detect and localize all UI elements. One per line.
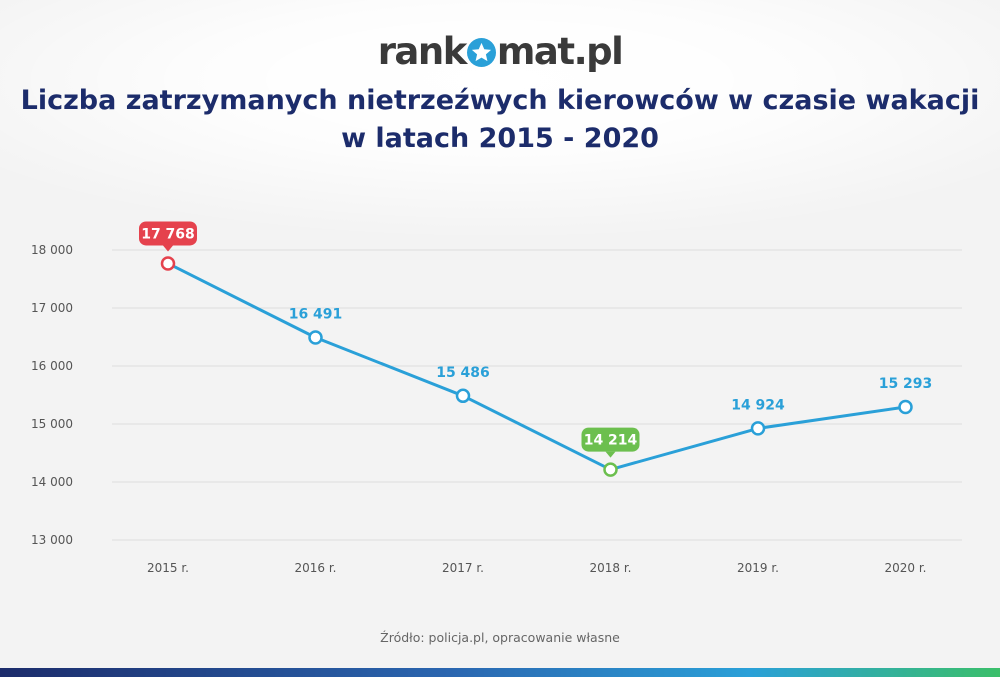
data-point [750, 421, 766, 436]
logo-text-start: rank [377, 30, 468, 73]
y-tick-label: 18 000 [31, 243, 73, 257]
x-tick-label: 2020 r. [885, 561, 927, 575]
x-tick-label: 2016 r. [295, 561, 337, 575]
x-tick-label: 2019 r. [737, 561, 779, 575]
logo-text-end: mat.pl [496, 30, 624, 73]
y-tick-label: 14 000 [31, 475, 73, 489]
data-point [455, 388, 471, 404]
data-label: 15 486 [436, 365, 490, 381]
data-label-badge [581, 427, 640, 452]
x-tick-label: 2017 r. [442, 561, 484, 575]
chart-title: Liczba zatrzymanych nietrzeźwych kierowc… [0, 82, 1000, 158]
data-label: 17 768 [141, 226, 195, 242]
data-point [898, 399, 913, 415]
data-label: 14 214 [584, 433, 638, 449]
star-icon [466, 38, 496, 67]
data-label: 15 293 [879, 376, 933, 392]
data-point [308, 330, 323, 345]
series-line [167, 262, 906, 472]
brand-logo: rank mat.pl [0, 30, 1000, 73]
x-tick-label: 2015 r. [147, 561, 189, 575]
data-label: 14 924 [731, 397, 785, 413]
data-label: 16 491 [289, 307, 343, 323]
chart-title-line-1: Liczba zatrzymanych nietrzeźwych kierowc… [20, 85, 980, 116]
data-point [603, 462, 618, 477]
x-tick-label: 2018 r. [590, 561, 632, 575]
y-tick-label: 16 000 [31, 359, 73, 373]
data-label-badge-pointer [163, 245, 173, 252]
data-point [160, 256, 176, 271]
y-tick-label: 17 000 [31, 301, 73, 315]
bottom-gradient-bar [0, 668, 1000, 677]
y-tick-label: 15 000 [31, 417, 73, 431]
y-tick-label: 13 000 [31, 533, 73, 547]
data-label-badge-pointer [605, 451, 616, 458]
chart-title-line-2: w latach 2015 - 2020 [341, 123, 659, 154]
source-note: Źródło: policja.pl, opracowanie własne [380, 630, 620, 645]
data-label-badge [139, 221, 197, 246]
